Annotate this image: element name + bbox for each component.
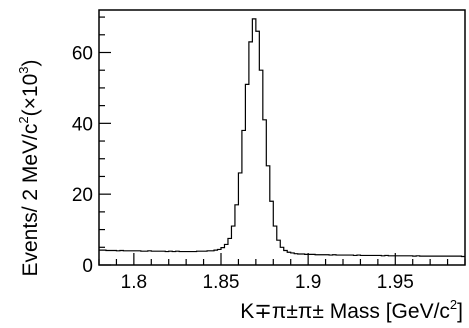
y-axis-title: Events/ 2 MeV/c2(×103): [16, 60, 42, 277]
tick-labels: 1.8 1.85 1.9 1.95 0 20 40 60: [72, 44, 414, 294]
histogram-series: [99, 18, 465, 258]
x-tick-label: 1.8: [121, 272, 147, 293]
y-tick-label: 40: [72, 114, 93, 135]
y-axis-title-part3: ): [19, 60, 42, 67]
y-axis-title-part1: Events/ 2 MeV/c: [19, 124, 42, 277]
plot-frame: [98, 9, 466, 266]
y-axis-title-sup2: 3: [16, 67, 31, 74]
x-tick-label: 1.95: [377, 272, 414, 293]
y-tick-label: 60: [72, 44, 93, 65]
axis-ticks: [98, 16, 466, 266]
y-axis-title-sup1: 2: [16, 116, 31, 123]
y-axis-title-part2: (×10: [19, 74, 42, 117]
x-axis-title-main: K∓π±π± Mass [GeV/c: [240, 300, 450, 323]
x-axis-title-sup: 2: [450, 297, 457, 312]
x-axis-title: K∓π±π± Mass [GeV/c2]: [240, 297, 463, 323]
x-tick-label: 1.85: [203, 272, 240, 293]
x-axis-title-end: ]: [457, 300, 463, 323]
y-tick-label: 20: [72, 185, 93, 206]
x-tick-label: 1.9: [295, 272, 321, 293]
y-tick-label: 0: [82, 256, 93, 277]
